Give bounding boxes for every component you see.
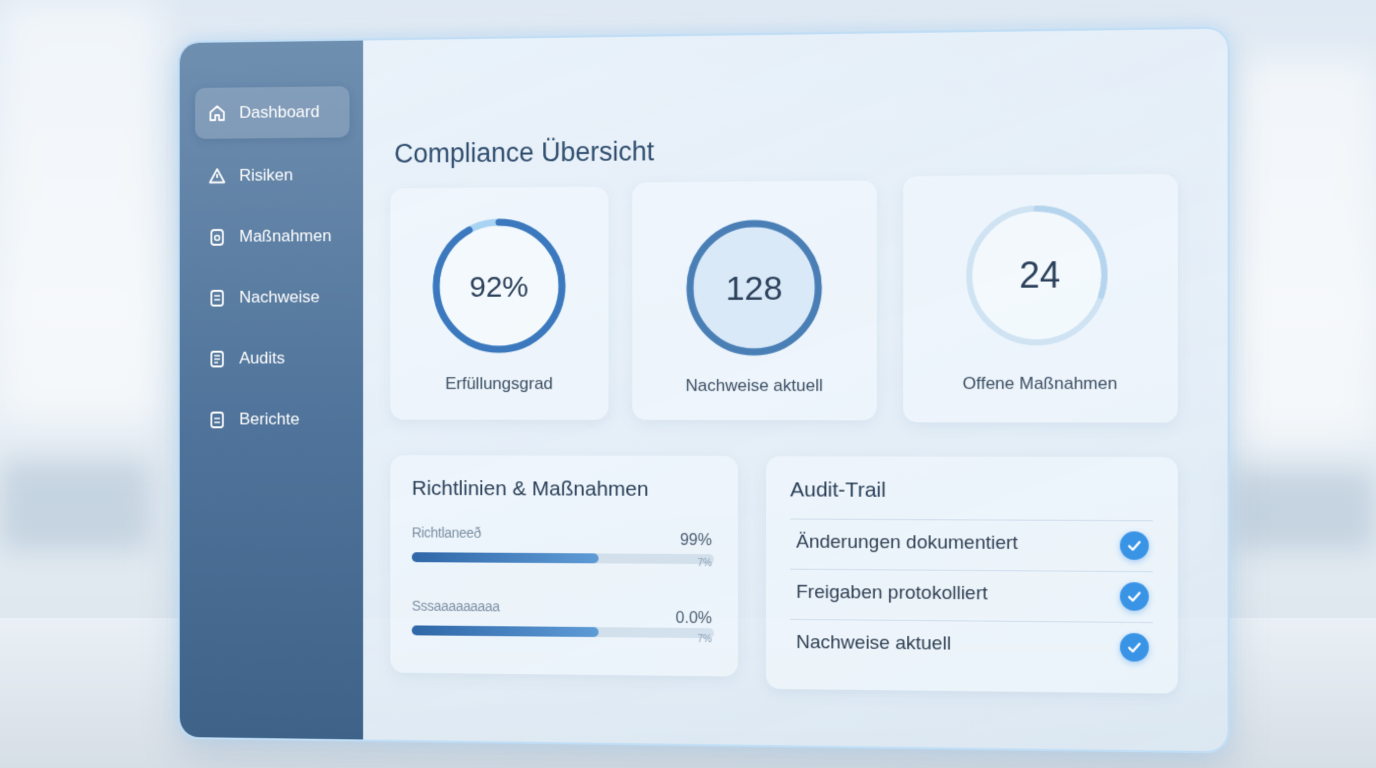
warning-icon (207, 165, 228, 187)
document-icon (207, 287, 228, 309)
bar-sub-value: 7% (698, 634, 712, 645)
sidebar-item-label: Risiken (239, 166, 293, 186)
sidebar-item-nachweise[interactable]: Nachweise (195, 272, 349, 324)
bar-label: Sssaaaaaaaaa (412, 598, 500, 615)
check-icon (1120, 582, 1149, 611)
progress-bar (412, 552, 714, 564)
sidebar-item-massnahmen[interactable]: Maßnahmen (195, 210, 349, 262)
kpi-label: Offene Maßnahmen (903, 374, 1178, 394)
sidebar-item-label: Dashboard (239, 102, 319, 123)
sidebar-item-dashboard[interactable]: Dashboard (195, 86, 349, 139)
sidebar: Dashboard Risiken Maßnahmen Nachweise Au… (180, 41, 363, 740)
sidebar-item-label: Nachweise (239, 288, 319, 308)
audit-item: Freigaben protokolliert (790, 569, 1153, 621)
report-icon (207, 409, 228, 431)
compliance-dashboard-panel: Dashboard Risiken Maßnahmen Nachweise Au… (178, 27, 1230, 754)
progress-bar (412, 625, 714, 638)
progress-bar-fill (412, 625, 599, 637)
kpi-label: Nachweise aktuell (632, 376, 877, 396)
page-title: Compliance Übersicht (394, 136, 654, 169)
audit-item-label: Nachweise aktuell (796, 632, 951, 656)
kpi-label: Erfüllungsgrad (390, 374, 608, 394)
progress-bar-fill (412, 552, 599, 563)
sidebar-item-risiken[interactable]: Risiken (195, 149, 349, 201)
sidebar-item-audits[interactable]: Audits (195, 333, 349, 384)
sidebar-item-label: Berichte (239, 410, 299, 430)
policies-title: Richtlinien & Maßnahmen (412, 477, 649, 502)
bar-label: Richtlaneeð (412, 525, 481, 541)
sidebar-item-label: Maßnahmen (239, 226, 331, 246)
sidebar-item-berichte[interactable]: Berichte (195, 394, 349, 445)
kpi-value: 24 (903, 253, 1178, 297)
bar-percent: 99% (680, 532, 712, 550)
checklist-icon (207, 348, 228, 370)
check-icon (1120, 531, 1149, 560)
policies-card: Richtlinien & Maßnahmen Richtlaneeð 99% … (390, 455, 738, 676)
sidebar-item-label: Audits (239, 349, 285, 369)
audit-item-label: Änderungen dokumentiert (796, 532, 1018, 555)
bar-sub-value: 7% (698, 558, 712, 569)
kpi-card-fulfillment: 92% Erfüllungsgrad (390, 187, 608, 420)
kpi-card-evidence: 128 Nachweise aktuell (632, 181, 877, 421)
kpi-value: 128 (632, 269, 877, 309)
kpi-value: 92% (390, 270, 608, 305)
audit-item: Änderungen dokumentiert (790, 518, 1153, 570)
audit-trail-title: Audit-Trail (790, 478, 886, 503)
check-icon (1120, 633, 1149, 662)
clipboard-icon (207, 226, 228, 248)
audit-item-label: Freigaben protokolliert (796, 582, 988, 606)
audit-item: Nachweise aktuell (790, 619, 1153, 672)
bar-percent: 0.0% (676, 610, 712, 628)
kpi-card-open-measures: 24 Offene Maßnahmen (903, 174, 1178, 423)
audit-trail-card: Audit-Trail Änderungen dokumentiert Frei… (766, 456, 1178, 693)
home-icon (207, 102, 228, 124)
